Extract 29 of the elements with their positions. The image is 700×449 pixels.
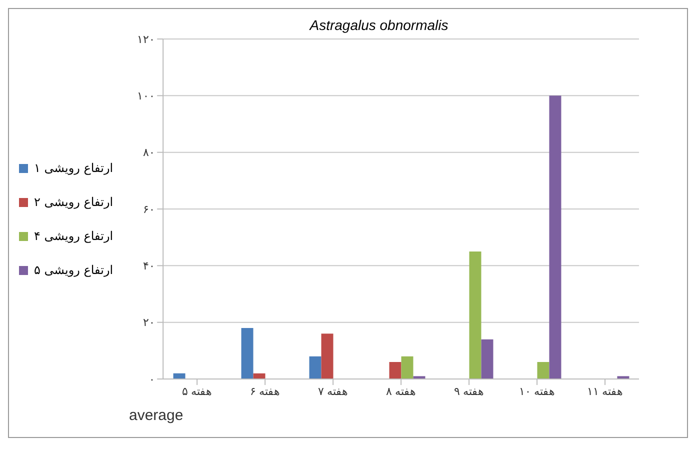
bar bbox=[401, 356, 414, 379]
bar bbox=[321, 334, 334, 379]
x-tick-label: هفته ۱۱ bbox=[586, 386, 624, 398]
y-tick-label: ۲۰ bbox=[143, 317, 156, 330]
legend-label: ارتفاع رویشی ۴ bbox=[34, 229, 114, 243]
chart-title: Astragalus obnormalis bbox=[308, 17, 450, 33]
bar bbox=[241, 328, 254, 379]
bar bbox=[309, 356, 322, 379]
x-tick-label: هفته ۷ bbox=[318, 386, 348, 398]
x-tick-label: هفته ۶ bbox=[250, 386, 280, 398]
bar bbox=[549, 96, 562, 379]
x-axis-title: average bbox=[129, 407, 184, 424]
x-tick-label: هفته ۱۰ bbox=[518, 386, 556, 398]
bar bbox=[537, 362, 550, 379]
y-tick-label: ۶۰ bbox=[143, 204, 156, 216]
bar bbox=[481, 339, 494, 379]
y-tick-label: ۴۰ bbox=[143, 260, 156, 273]
bar bbox=[389, 362, 402, 379]
x-tick-label: هفته ۸ bbox=[386, 386, 416, 398]
legend-label: ارتفاع رویشی ۵ bbox=[34, 263, 114, 277]
legend-label: ارتفاع رویشی ۲ bbox=[34, 195, 114, 209]
y-tick-label: ۰ bbox=[149, 374, 156, 386]
x-tick-label: هفته ۵ bbox=[182, 386, 212, 398]
y-tick-label: ۸۰ bbox=[143, 147, 156, 160]
y-tick-label: ۱۲۰ bbox=[137, 34, 156, 46]
x-tick-label: هفته ۹ bbox=[454, 386, 484, 398]
y-tick-label: ۱۰۰ bbox=[137, 90, 156, 103]
bar bbox=[469, 252, 482, 379]
legend-label: ارتفاع رویشی ۱ bbox=[34, 161, 114, 175]
